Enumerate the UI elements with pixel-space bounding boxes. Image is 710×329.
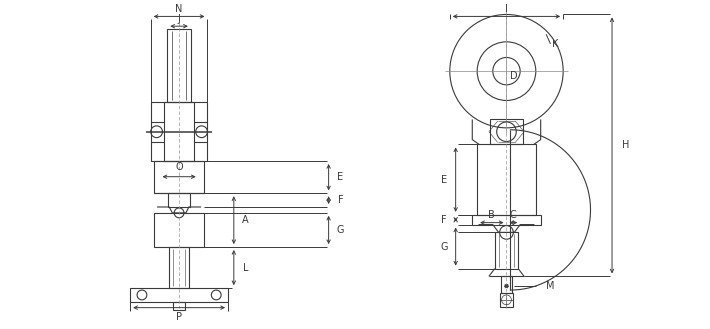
Text: F: F: [441, 215, 447, 225]
Text: G: G: [337, 225, 344, 235]
Text: N: N: [175, 4, 182, 13]
Bar: [495, 232, 518, 268]
Text: H: H: [622, 140, 629, 150]
Text: E: E: [337, 172, 344, 182]
Bar: [173, 302, 185, 310]
Bar: [153, 161, 204, 193]
Text: J: J: [178, 14, 180, 24]
Bar: [169, 247, 189, 288]
Text: E: E: [441, 175, 447, 185]
Text: L: L: [243, 263, 248, 273]
Text: K: K: [552, 39, 559, 49]
Text: O: O: [175, 162, 183, 172]
Text: I: I: [505, 4, 508, 13]
Text: D: D: [510, 71, 518, 81]
Bar: [168, 193, 190, 207]
Text: M: M: [545, 281, 554, 291]
Bar: [153, 213, 204, 247]
Text: B: B: [488, 210, 495, 220]
Bar: [500, 293, 513, 307]
Text: A: A: [242, 215, 249, 225]
Text: F: F: [337, 195, 343, 205]
Text: G: G: [440, 241, 448, 252]
Bar: [490, 119, 523, 144]
Bar: [477, 144, 536, 215]
Text: C: C: [510, 210, 517, 220]
Bar: [165, 102, 194, 161]
Text: P: P: [176, 313, 182, 322]
Bar: [501, 276, 513, 293]
Bar: [168, 29, 191, 102]
Bar: [130, 288, 228, 302]
Bar: [472, 215, 541, 225]
Bar: [151, 102, 207, 161]
